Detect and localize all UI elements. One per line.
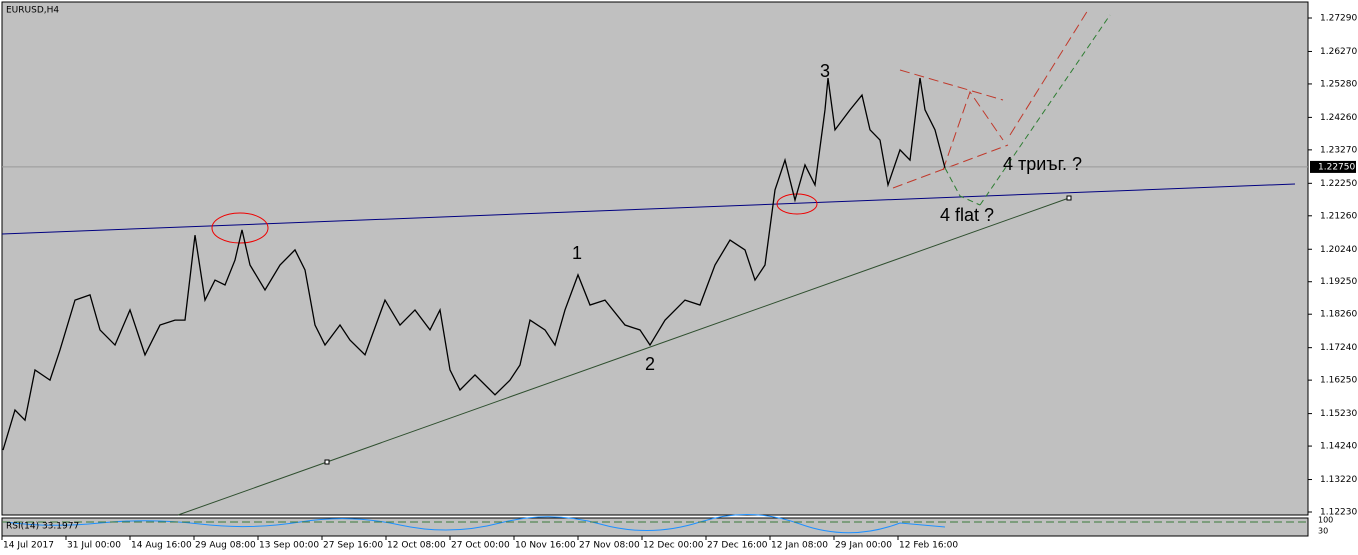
anchor: [324, 459, 330, 465]
y-tick-label: 1.18260: [1320, 310, 1357, 320]
current-price-label: 1.22750: [1318, 162, 1355, 172]
trend-line: [1, 183, 1296, 235]
y-tick-label: 1.27290: [1320, 14, 1357, 24]
x-tick-label: 12 Dec 00:00: [643, 541, 704, 551]
y-tick-label: 1.21260: [1320, 211, 1357, 221]
y-tick-label: 1.17240: [1320, 343, 1357, 353]
x-tick-label: 27 Nov 08:00: [579, 541, 640, 551]
y-tick-label: 1.14240: [1320, 442, 1357, 452]
anchor: [1066, 195, 1072, 201]
wave-label: 4 flat ?: [940, 205, 994, 225]
wave-label: 1: [572, 243, 582, 263]
y-tick-label: 1.22250: [1320, 179, 1357, 189]
rsi-tick-label: 30: [1318, 527, 1328, 536]
y-tick-label: 1.26270: [1320, 47, 1357, 57]
y-tick-label: 1.19250: [1320, 277, 1357, 287]
rsi-line: [4, 513, 946, 534]
x-tick-label: 13 Sep 00:00: [259, 541, 319, 551]
wave-label: 3: [820, 61, 830, 81]
y-tick-label: 1.12230: [1320, 508, 1357, 518]
x-tick-label: 14 Aug 16:00: [131, 541, 192, 551]
wave-label: 4 триъг. ?: [1003, 154, 1082, 174]
y-tick-label: 1.24260: [1320, 113, 1357, 123]
x-tick-label: 10 Nov 16:00: [515, 541, 576, 551]
flat-lines: [944, 14, 1111, 206]
wave-label: 2: [645, 354, 655, 374]
y-tick-label: 1.23270: [1320, 145, 1357, 155]
x-tick-label: 27 Dec 16:00: [707, 541, 768, 551]
rsi-label: RSI(14) 33.1977: [6, 522, 79, 532]
y-tick-label: 1.15230: [1320, 409, 1357, 419]
y-tick-label: 1.25280: [1320, 79, 1357, 89]
symbol-label: EURUSD,H4: [6, 6, 59, 16]
current-price-box: [1310, 160, 1356, 173]
price-line: [2, 77, 946, 451]
rsi-tick-label: 100: [1318, 516, 1333, 525]
x-tick-label: 29 Jan 00:00: [835, 541, 892, 551]
y-tick-label: 1.20240: [1320, 245, 1357, 255]
circle-marker: [211, 212, 269, 244]
x-tick-label: 27 Oct 00:00: [451, 541, 510, 551]
y-tick-label: 1.16250: [1320, 376, 1357, 386]
plot-area: [1, 1, 1309, 516]
x-tick-label: 31 Jul 00:00: [67, 541, 121, 551]
rsi-panel: [1, 517, 1309, 537]
x-tick-label: 12 Oct 08:00: [387, 541, 446, 551]
x-tick-label: 12 Feb 16:00: [899, 541, 958, 551]
y-tick-label: 1.13220: [1320, 475, 1357, 485]
x-tick-label: 14 Jul 2017: [3, 541, 54, 551]
x-tick-label: 12 Jan 08:00: [771, 541, 828, 551]
x-tick-label: 29 Aug 08:00: [195, 541, 256, 551]
x-tick-label: 27 Sep 16:00: [323, 541, 383, 551]
